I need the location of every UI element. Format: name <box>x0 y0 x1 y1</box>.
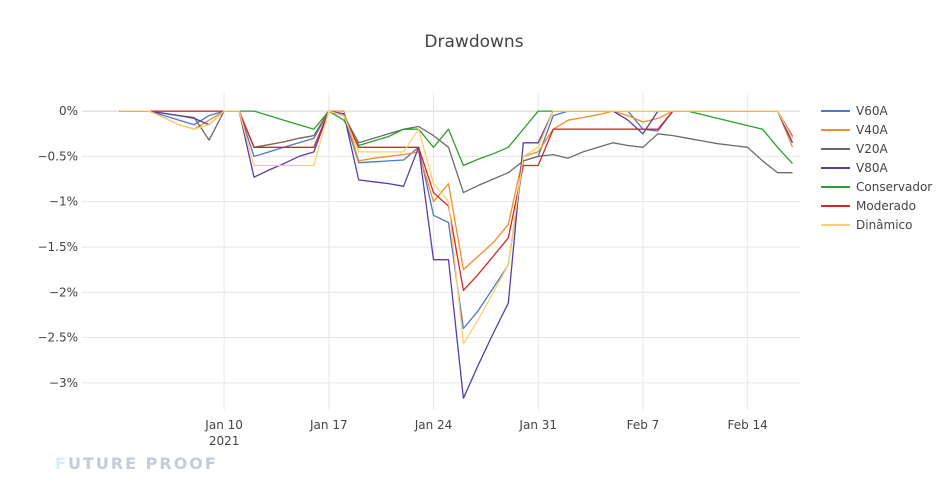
x-tick-label: Feb 7 <box>627 418 660 432</box>
legend-label: Moderado <box>856 199 916 213</box>
logo-rest: UTURE PROOF <box>67 454 218 473</box>
legend-label: V80A <box>856 161 888 175</box>
y-tick-label: 0% <box>59 104 78 118</box>
x-tick-label: Feb 14 <box>727 418 767 432</box>
x-tick-label: Jan 31 <box>518 418 557 432</box>
legend-item-v40a[interactable]: V40A <box>821 123 888 137</box>
legend-item-moderado[interactable]: Moderado <box>821 199 916 213</box>
legend-item-v20a[interactable]: V20A <box>821 142 888 156</box>
legend-item-v80a[interactable]: V80A <box>821 161 888 175</box>
future-proof-logo: FUTURE PROOF <box>55 454 218 473</box>
series-line-v60a[interactable] <box>119 110 794 330</box>
series-line-dinâmico[interactable] <box>119 110 794 345</box>
y-tick-label: −0.5% <box>37 149 78 163</box>
x-tick-label: Jan 17 <box>309 418 348 432</box>
series-lines <box>119 110 794 399</box>
series-line-moderado[interactable] <box>119 110 794 292</box>
x-tick-label: Jan 10 <box>204 418 243 432</box>
legend-label: V60A <box>856 104 888 118</box>
y-tick-label: −3% <box>49 376 78 390</box>
chart-title: Drawdowns <box>424 32 523 52</box>
legend-label: V20A <box>856 142 888 156</box>
x-tick-label: Jan 24 <box>414 418 453 432</box>
series-line-v20a[interactable] <box>119 110 793 194</box>
series-line-v80a[interactable] <box>119 110 794 399</box>
legend-label: Dinâmico <box>856 218 913 232</box>
legend-label: Conservador <box>856 180 932 194</box>
y-tick-label: −1% <box>49 195 78 209</box>
legend[interactable]: V60A V40A V20A V80A Conservador Moderado Dinâm… <box>821 104 932 232</box>
y-axis-ticks: 0% −0.5% −1% −1.5% −2% −2.5% −3% <box>37 104 78 390</box>
x-axis-ticks: Jan 10 2021 Jan 17 Jan 24 Jan 31 Feb 7 Feb 14 <box>204 418 768 448</box>
logo-first-letter: F <box>55 454 68 473</box>
x-tick-year-label: 2021 <box>209 434 240 448</box>
legend-item-dinâmico[interactable]: Dinâmico <box>821 218 913 232</box>
y-tick-label: −1.5% <box>37 240 78 254</box>
y-tick-label: −2.5% <box>37 331 78 345</box>
grid <box>82 93 800 410</box>
legend-item-conservador[interactable]: Conservador <box>821 180 932 194</box>
y-tick-label: −2% <box>49 285 78 299</box>
legend-item-v60a[interactable]: V60A <box>821 104 888 118</box>
legend-label: V40A <box>856 123 888 137</box>
